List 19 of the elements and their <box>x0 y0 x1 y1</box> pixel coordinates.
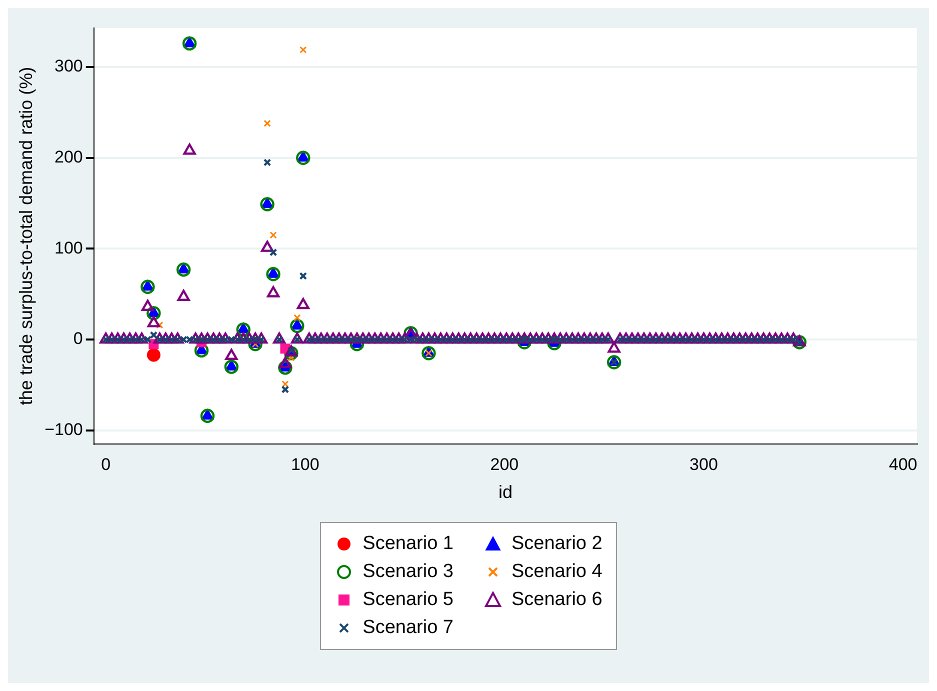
x-tick-label: 0 <box>101 454 111 474</box>
y-tick-label: 100 <box>54 238 83 258</box>
y-axis-title: the trade surplus-to-total demand ratio (%) <box>16 66 36 406</box>
y-tick-label: 0 <box>73 329 83 348</box>
legend-label: Scenario 1 <box>362 533 454 555</box>
legend-label: Scenario 4 <box>512 561 602 583</box>
x-tick-label: 200 <box>490 454 519 474</box>
legend-label: Scenario 7 <box>362 617 454 639</box>
legend-label: Scenario 5 <box>362 589 454 611</box>
y-tick-label: 200 <box>54 148 83 167</box>
x-axis-title: id <box>498 482 512 502</box>
legend-label: Scenario 2 <box>512 533 602 555</box>
x-tick-label: 400 <box>888 454 918 474</box>
x-tick-label: 300 <box>690 454 718 474</box>
legend-label: Scenario 6 <box>512 589 602 611</box>
legend-label: Scenario 3 <box>362 561 454 583</box>
y-tick-label: 300 <box>54 56 83 76</box>
y-tick-label: −100 <box>44 420 83 440</box>
x-tick-label: 100 <box>290 454 320 474</box>
